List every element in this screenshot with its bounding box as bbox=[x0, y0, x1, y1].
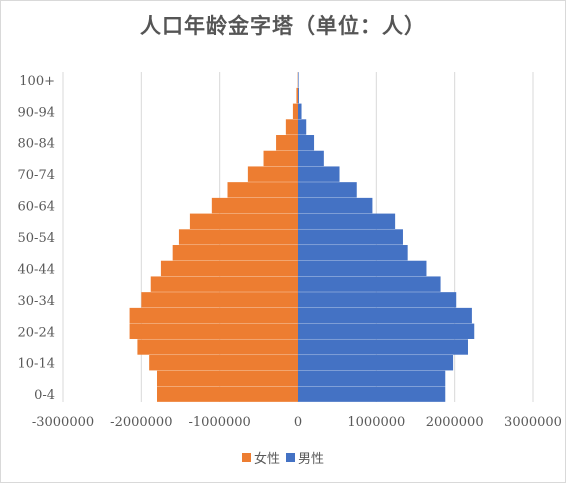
y-tick-label: 40-44 bbox=[18, 262, 55, 277]
x-tick-label: 2000000 bbox=[426, 415, 484, 430]
bar-female-70 bbox=[247, 166, 298, 182]
bar-male-50 bbox=[298, 229, 403, 245]
bar-female-35 bbox=[150, 276, 298, 292]
x-tick-label: -2000000 bbox=[110, 415, 172, 430]
legend-swatch-male bbox=[286, 453, 295, 462]
y-tick-label: 10-14 bbox=[18, 357, 55, 372]
bar-female-45 bbox=[172, 245, 298, 261]
x-tick-label: -3000000 bbox=[32, 415, 94, 430]
bar-male-95 bbox=[298, 87, 299, 104]
legend-label-male: 男性 bbox=[298, 452, 325, 467]
y-axis-labels: 0-4 10-14 20-24 30-34 40-44 50-54 60-64 70-74 80… bbox=[18, 74, 55, 403]
y-tick-label: 60-64 bbox=[18, 200, 55, 215]
bar-male-0 bbox=[298, 386, 446, 402]
bar-male-30 bbox=[298, 292, 457, 308]
bar-female-65 bbox=[227, 182, 298, 198]
x-tick-label: -1000000 bbox=[189, 415, 251, 430]
bar-male-100+ bbox=[298, 72, 299, 88]
bar-male-25 bbox=[298, 307, 472, 324]
bar-male-70 bbox=[298, 166, 340, 182]
bar-male-20 bbox=[298, 323, 475, 339]
legend-swatch-female bbox=[241, 453, 251, 462]
bar-male-10 bbox=[298, 355, 454, 371]
bar-male-90 bbox=[298, 103, 302, 119]
bar-male-75 bbox=[298, 150, 324, 167]
bar-male-40 bbox=[298, 260, 427, 277]
bar-female-85 bbox=[285, 119, 298, 135]
y-tick-label: 50-54 bbox=[18, 231, 55, 246]
x-tick-label: 1000000 bbox=[347, 415, 405, 430]
y-tick-label: 80-84 bbox=[18, 137, 55, 152]
y-tick-label: 70-74 bbox=[18, 168, 55, 183]
x-tick-label: 3000000 bbox=[504, 415, 562, 430]
bar-female-15 bbox=[137, 339, 298, 355]
y-tick-label: 90-94 bbox=[18, 105, 55, 120]
chart-title: 人口年龄金字塔（单位：人） bbox=[140, 13, 426, 38]
x-tick-label: 0 bbox=[294, 415, 302, 430]
bar-female-80 bbox=[276, 135, 298, 151]
bar-male-65 bbox=[298, 182, 357, 198]
bar-male-80 bbox=[298, 135, 315, 151]
bar-female-40 bbox=[160, 260, 298, 277]
legend-label-female: 女性 bbox=[253, 452, 280, 467]
legend-item-female: 女性 bbox=[241, 448, 280, 467]
bar-male-85 bbox=[298, 119, 307, 135]
bar-female-0 bbox=[157, 386, 298, 402]
bar-male-60 bbox=[298, 197, 373, 214]
bar-male-55 bbox=[298, 213, 396, 229]
y-tick-label: 100+ bbox=[19, 74, 55, 89]
bar-male-35 bbox=[298, 276, 441, 292]
bar-female-90 bbox=[292, 103, 298, 119]
y-tick-label: 30-34 bbox=[18, 294, 55, 309]
bar-female-55 bbox=[189, 213, 298, 229]
bar-female-30 bbox=[141, 292, 298, 308]
bar-female-5 bbox=[157, 370, 298, 387]
bar-male-5 bbox=[298, 370, 446, 387]
bar-male-45 bbox=[298, 245, 408, 261]
bar-female-10 bbox=[149, 355, 298, 371]
x-axis-labels: -3000000 -2000000 -1000000 0 1000000 2000000 3… bbox=[32, 415, 562, 430]
bar-male-15 bbox=[298, 339, 468, 355]
bar-female-20 bbox=[129, 323, 298, 339]
legend-item-male: 男性 bbox=[286, 448, 324, 467]
bars bbox=[129, 72, 475, 402]
bar-female-60 bbox=[211, 197, 298, 214]
y-tick-label: 0-4 bbox=[34, 388, 55, 403]
bar-female-50 bbox=[178, 229, 298, 245]
bar-female-75 bbox=[263, 150, 298, 167]
bar-female-95 bbox=[296, 87, 298, 104]
bar-female-25 bbox=[129, 307, 298, 324]
y-tick-label: 20-24 bbox=[18, 325, 55, 340]
legend: 女性 男性 bbox=[0, 448, 566, 467]
